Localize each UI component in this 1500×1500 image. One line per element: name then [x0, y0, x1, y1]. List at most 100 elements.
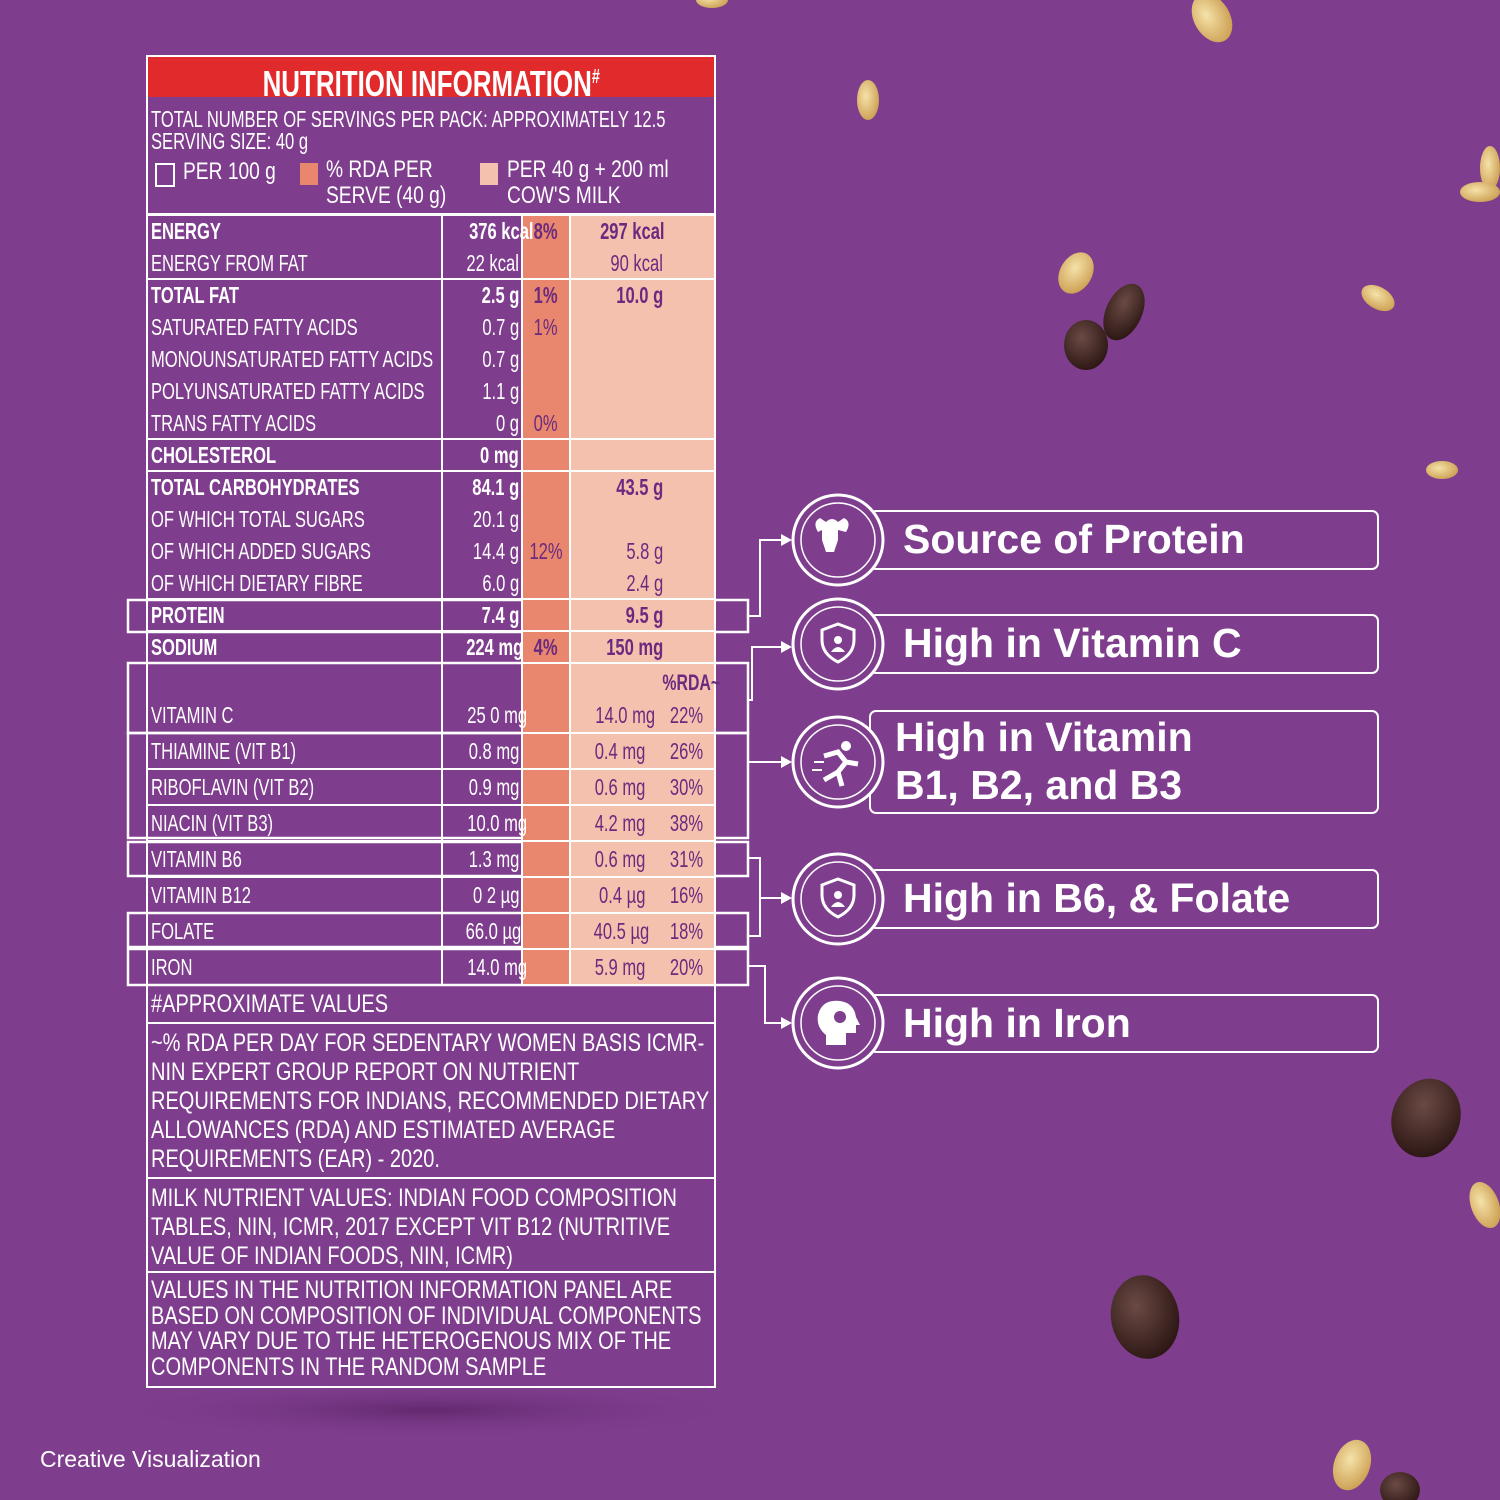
nutrient-name: OF WHICH TOTAL SUGARS: [151, 506, 365, 532]
per-100g-cell: 14.4 g: [444, 535, 519, 567]
nutrient-name-cell: SODIUM: [151, 631, 441, 663]
per-100g: 10.0 mg: [467, 810, 528, 836]
milk-rda-cell: 31%: [650, 841, 703, 877]
nutrient-name-cell: PROTEIN: [151, 599, 441, 631]
milk-value: 14.0 mg: [595, 702, 656, 728]
row-line: [146, 984, 716, 986]
milk-value: 5.9 mg: [594, 954, 645, 980]
raisins: [1064, 283, 1461, 1500]
serving-size-cell: SERVING SIZE: 40 g: [151, 128, 451, 154]
row-line: [146, 278, 716, 280]
rda-value-cell: 1%: [522, 311, 570, 343]
milk-value-cell: 0.4 mg: [572, 733, 645, 769]
rda-value-cell: 4%: [522, 631, 570, 663]
milk-value: 0.6 mg: [594, 846, 645, 872]
column-line: [441, 215, 443, 985]
milk-value: 40.5 µg: [593, 918, 650, 944]
claim: High in B6, & Folate: [903, 875, 1291, 921]
legend-swatch: [480, 163, 498, 185]
rda-header-cell: %RDA~: [640, 669, 720, 697]
row-line: [146, 662, 716, 664]
milk-value: 9.5 g: [625, 602, 663, 628]
nutrient-name: VITAMIN B6: [151, 846, 242, 872]
per-100g-cell: 14.0 mg: [444, 949, 527, 985]
nutrient-name-cell: IRON: [151, 949, 441, 985]
rda-value: 1%: [534, 314, 558, 340]
nutrient-name: VITAMIN C: [151, 702, 234, 728]
rda-value: 1%: [534, 282, 558, 308]
nutrient-name: OF WHICH DIETARY FIBRE: [151, 570, 363, 596]
panel-header: NUTRITION INFORMATION#: [148, 57, 714, 104]
column-line: [521, 215, 523, 985]
per-100g: 0.8 mg: [468, 738, 519, 764]
nutrient-name-cell: CHOLESTEROL: [151, 439, 441, 471]
nutrient-name: PROTEIN: [151, 602, 225, 628]
oats: [696, 0, 1500, 1491]
claim-icons: [791, 493, 885, 1070]
milk-rda: 16%: [669, 882, 703, 908]
per-100g-cell: 0.7 g: [444, 343, 519, 375]
panel-border: [146, 55, 716, 1388]
milk-value: 43.5 g: [616, 474, 663, 500]
row-line: [146, 1177, 716, 1179]
nutrient-name-cell: POLYUNSATURATED FATTY ACIDS: [151, 375, 441, 407]
row-line: [146, 804, 716, 806]
nutrient-name-cell: ENERGY FROM FAT: [151, 247, 441, 279]
per-100g-cell: 376 kcal: [444, 215, 533, 247]
nutrient-name: VITAMIN B12: [151, 882, 252, 908]
nutrient-name-cell: MONOUNSATURATED FATTY ACIDS: [151, 343, 441, 375]
per-100g-cell: 20.1 g: [444, 503, 519, 535]
rda-value-cell: 8%: [522, 215, 570, 247]
note: MILK NUTRIENT VALUES: INDIAN FOOD COMPOS…: [151, 1184, 677, 1270]
nutrient-name: ENERGY FROM FAT: [151, 250, 308, 276]
milk-rda: 31%: [669, 846, 703, 872]
rda-column: [522, 215, 570, 985]
nutrient-name: SATURATED FATTY ACIDS: [151, 314, 358, 340]
column-line: [569, 215, 571, 985]
per-100g: 20.1 g: [472, 506, 519, 532]
nutrient-name: IRON: [151, 954, 193, 980]
nutrient-name: THIAMINE (VIT B1): [151, 738, 297, 764]
nutrient-name-cell: TRANS FATTY ACIDS: [151, 407, 441, 439]
per-100g: 0 g: [495, 410, 519, 436]
nutrient-name-cell: OF WHICH ADDED SUGARS: [151, 535, 441, 567]
milk-value-cell: 40.5 µg: [572, 913, 650, 949]
row-line: [146, 214, 716, 216]
row-line: [146, 948, 716, 950]
row-line: [146, 470, 716, 472]
per-100g: 0 2 µg: [472, 882, 519, 908]
per-100g: 66.0 µg: [465, 918, 522, 944]
per-100g: 0.9 mg: [468, 774, 519, 800]
rda-header: %RDA~: [662, 670, 721, 695]
arrowheads: [781, 534, 792, 1029]
per-100g: 22 kcal: [466, 250, 519, 276]
milk-rda: 20%: [669, 954, 703, 980]
nutrient-name: NIACIN (VIT B3): [151, 810, 274, 836]
rda-value: 0%: [534, 410, 558, 436]
milk-rda-cell: 16%: [650, 877, 703, 913]
milk-value: 0.6 mg: [594, 774, 645, 800]
milk-value-cell: 0.4 µg: [572, 877, 645, 913]
per-100g: 7.4 g: [481, 602, 519, 628]
legend-label: PER 100 g: [183, 158, 276, 185]
milk-value-cell: 9.5 g: [575, 599, 663, 631]
milk-value: 90 kcal: [610, 250, 663, 276]
milk-rda: 22%: [669, 702, 703, 728]
milk-value: 4.2 mg: [594, 810, 645, 836]
per-100g-cell: 84.1 g: [444, 471, 519, 503]
nutrient-name: SODIUM: [151, 634, 218, 660]
milk-value-cell: 14.0 mg: [572, 697, 655, 733]
nutrient-name-cell: TOTAL CARBOHYDRATES: [151, 471, 441, 503]
milk-rda-cell: 26%: [650, 733, 703, 769]
nutrient-name-cell: OF WHICH DIETARY FIBRE: [151, 567, 441, 599]
nutrient-name-cell: VITAMIN B6: [151, 841, 441, 877]
row-line: [146, 630, 716, 632]
legend-label: PER 40 g + 200 ml COW'S MILK: [507, 156, 669, 209]
per-100g-cell: 6.0 g: [444, 567, 519, 599]
per-100g: 224 mg: [466, 634, 524, 660]
per-100g: 1.3 mg: [468, 846, 519, 872]
note: #APPROXIMATE VALUES: [151, 990, 389, 1018]
row-line: [146, 732, 716, 734]
nutrient-name: POLYUNSATURATED FATTY ACIDS: [151, 378, 425, 404]
title-wrap: NUTRITION INFORMATION#: [262, 57, 599, 104]
